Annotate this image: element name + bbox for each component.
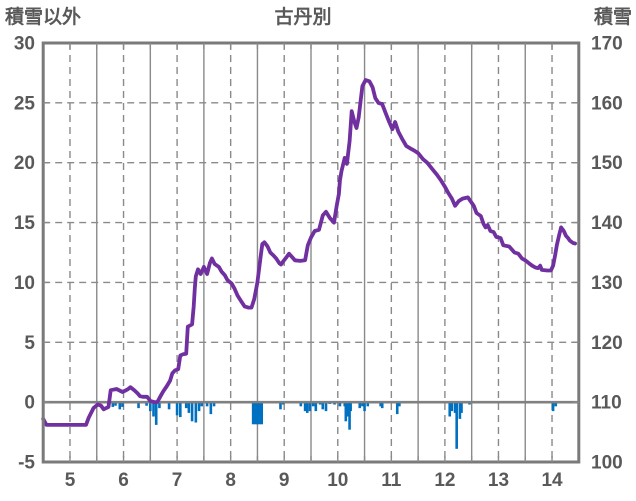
bar — [551, 403, 555, 412]
bar — [200, 403, 204, 407]
bar — [152, 403, 155, 417]
bar — [256, 403, 259, 425]
bar — [379, 403, 382, 407]
bar — [281, 403, 285, 405]
bar — [363, 403, 366, 412]
bar — [205, 403, 209, 407]
bar — [324, 403, 328, 412]
y-right-label: 110 — [591, 393, 622, 414]
bar — [344, 403, 348, 422]
bar — [346, 403, 350, 417]
bar — [455, 403, 458, 449]
bar — [145, 403, 148, 406]
y-left-label: 25 — [14, 93, 36, 114]
gridlines — [43, 43, 579, 462]
snow-depth-line — [41, 78, 577, 427]
axis-ticks — [43, 43, 579, 462]
bar — [366, 403, 370, 407]
x-label: 13 — [488, 470, 509, 491]
left-axis-title: 積雪以外 — [5, 5, 81, 28]
bar — [253, 403, 257, 425]
y-left-label: 30 — [14, 34, 35, 55]
bar — [303, 403, 307, 412]
bar — [395, 403, 399, 415]
bar — [554, 403, 558, 407]
y-left-label: 0 — [24, 393, 35, 414]
bar — [251, 403, 255, 425]
bar — [338, 403, 342, 407]
bar — [209, 403, 213, 415]
bar — [361, 403, 364, 407]
x-label: 5 — [65, 470, 76, 491]
bar — [179, 403, 182, 418]
bar — [114, 403, 117, 406]
y-left-label: -5 — [18, 453, 35, 474]
bar — [308, 403, 312, 412]
x-label: 10 — [327, 470, 348, 491]
bar — [318, 403, 322, 405]
bar — [279, 403, 282, 410]
y-right-label: 170 — [591, 34, 623, 55]
x-label: 7 — [172, 470, 183, 491]
y-right-label: 130 — [591, 273, 623, 294]
y-right-label: 150 — [591, 153, 623, 174]
bar — [258, 403, 261, 425]
bar — [448, 403, 452, 417]
bar — [299, 403, 303, 407]
y-left-label: 20 — [14, 153, 35, 174]
chart-title: 古丹別 — [274, 5, 331, 28]
bar — [184, 403, 188, 409]
bar — [328, 403, 332, 404]
bar — [194, 403, 198, 423]
bar — [154, 403, 158, 425]
line-path — [41, 78, 577, 427]
bar — [187, 403, 191, 413]
bar — [175, 403, 179, 416]
bar — [314, 403, 318, 412]
bar — [197, 403, 201, 412]
bar-series — [111, 403, 558, 449]
bar — [305, 403, 309, 413]
y-right-label: 140 — [591, 213, 623, 234]
y-left-label: 5 — [24, 333, 35, 354]
bar — [118, 403, 122, 410]
x-label: 6 — [118, 470, 129, 491]
bar — [398, 403, 401, 407]
bar — [311, 403, 315, 407]
x-label: 14 — [541, 470, 563, 491]
y-left-label: 10 — [14, 273, 35, 294]
bar — [458, 403, 462, 419]
right-axis-title: 積雪 — [594, 5, 632, 28]
x-label: 12 — [434, 470, 455, 491]
bar — [158, 403, 161, 409]
bar — [348, 403, 351, 430]
bar — [453, 403, 457, 413]
bar — [149, 403, 152, 412]
x-label: 11 — [381, 470, 402, 491]
y-left-label: 15 — [14, 213, 36, 234]
y-right-label: 160 — [591, 93, 623, 114]
x-label: 8 — [225, 470, 236, 491]
bar — [321, 403, 325, 410]
bar — [358, 403, 362, 409]
x-label: 9 — [279, 470, 290, 491]
bar — [111, 403, 115, 407]
bar — [260, 403, 264, 425]
bar — [137, 403, 140, 409]
bar — [349, 403, 352, 412]
bar — [333, 403, 336, 405]
bar — [190, 403, 194, 422]
bar — [212, 403, 216, 407]
y-right-label: 100 — [591, 453, 623, 474]
bar — [460, 403, 463, 413]
y-right-label: 120 — [591, 333, 623, 354]
bar — [380, 403, 384, 409]
bar — [450, 403, 454, 412]
bar — [121, 403, 124, 407]
axis-labels: 30 25 20 15 10 5 0 -5 170 160 150 140 130 120 110 100 5 6… — [14, 34, 623, 492]
bar — [468, 403, 471, 405]
bar — [167, 403, 171, 410]
